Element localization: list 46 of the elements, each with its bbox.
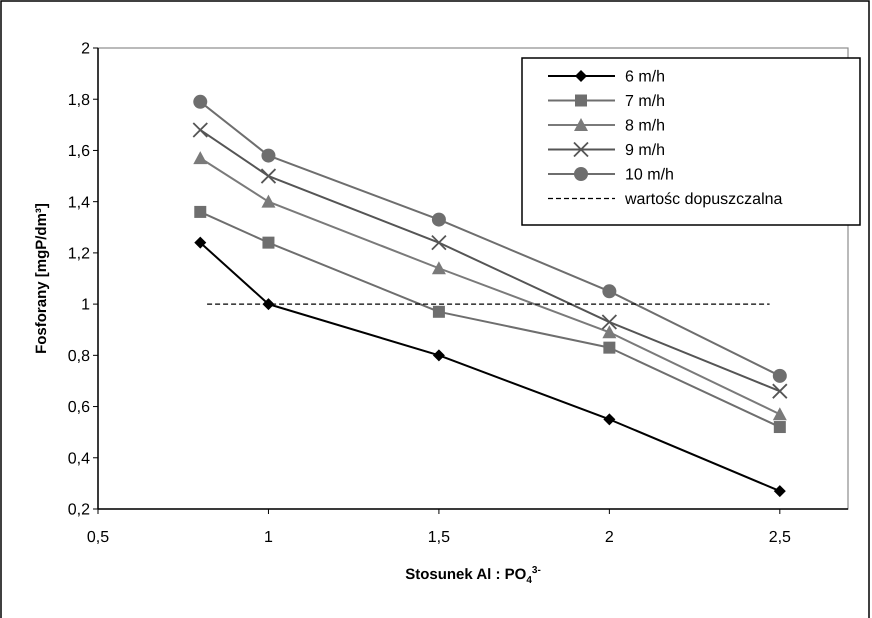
point [602, 284, 616, 298]
y-tick-label: 0,6 [68, 399, 90, 416]
x-tick-label: 1 [264, 529, 273, 546]
y-tick-label: 1,2 [68, 245, 90, 262]
legend-label: 8 m/h [625, 118, 666, 135]
x-tick-label: 2 [604, 529, 614, 546]
point [603, 342, 616, 354]
point [774, 421, 786, 434]
x-tick-label: 2,5 [768, 529, 792, 546]
point [194, 206, 206, 218]
point [261, 194, 276, 208]
point [192, 122, 208, 138]
point [774, 485, 786, 498]
legend-label: 6 m/h [625, 68, 666, 86]
point [261, 148, 276, 163]
y-tick-label: 1,8 [68, 92, 90, 109]
point [772, 383, 788, 400]
point [772, 407, 787, 420]
point [260, 168, 276, 184]
point [193, 151, 208, 164]
y-tick-label: 2 [81, 40, 90, 58]
point [602, 325, 616, 338]
point [432, 261, 446, 274]
y-tick-label: 1,4 [68, 194, 90, 212]
point [603, 413, 616, 426]
y-axis-title: Fosforany [mgP/dm³] [33, 203, 50, 354]
point [601, 314, 618, 330]
point [432, 349, 445, 362]
legend-label: wartośc dopuszczalna [624, 191, 783, 208]
legend-label: 7 m/h [625, 93, 666, 110]
point [432, 212, 446, 227]
x-tick-label: 0,5 [86, 529, 110, 546]
point [262, 236, 274, 249]
y-tick-label: 0,4 [68, 450, 90, 468]
y-tick-label: 1 [81, 296, 90, 314]
legend-label: 9 m/h [625, 142, 666, 160]
legend-label: 10 m/h [625, 166, 674, 184]
y-tick-label: 0,2 [68, 502, 90, 519]
y-tick-label: 0,8 [68, 348, 90, 365]
point [194, 236, 206, 249]
y-tick-label: 1,6 [68, 143, 90, 160]
point [431, 234, 447, 251]
point [432, 306, 445, 318]
point [193, 94, 208, 109]
x-tick-label: 1,5 [428, 529, 450, 546]
point [772, 368, 787, 383]
